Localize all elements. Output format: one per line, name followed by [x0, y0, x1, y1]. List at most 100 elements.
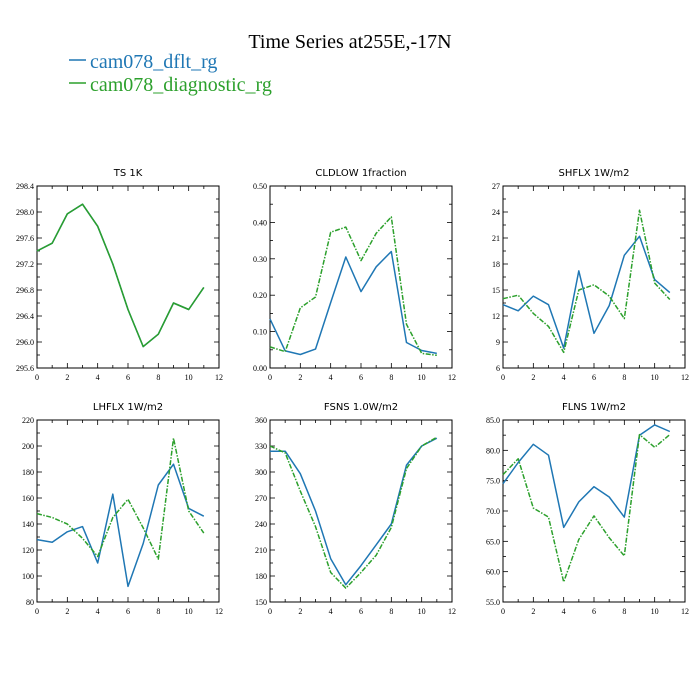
x-tick-label: 0 — [501, 373, 505, 382]
y-tick-label: 75.0 — [486, 477, 500, 486]
x-tick-label: 2 — [531, 373, 535, 382]
y-tick-label: 12 — [492, 312, 500, 321]
series-line-diagnostic — [269, 436, 438, 589]
legend-label-diagnostic: cam078_diagnostic_rg — [90, 74, 272, 96]
series-line-diagnostic — [502, 433, 671, 583]
y-tick-label: 85.0 — [486, 416, 500, 425]
y-tick-label: 21 — [492, 234, 500, 243]
y-tick-label: 15 — [492, 286, 500, 295]
y-tick-label: 296.0 — [16, 338, 34, 347]
y-tick-label: 296.4 — [16, 312, 34, 321]
x-tick-label: 8 — [156, 607, 160, 616]
panel-1: CLDLOW 1fraction 0 2 4 6 8 10 12 0.00 0.10 0.20 0.3… — [253, 168, 456, 382]
y-tick-label: 120 — [22, 546, 34, 555]
x-tick-label: 12 — [215, 607, 223, 616]
x-tick-label: 10 — [418, 373, 426, 382]
y-tick-label: 295.6 — [16, 364, 34, 373]
figure-title: Time Series at255E,-17N — [248, 31, 451, 53]
series-line-dflt — [502, 424, 671, 529]
x-tick-label: 0 — [268, 607, 272, 616]
y-tick-label: 360 — [255, 416, 267, 425]
x-tick-label: 2 — [531, 607, 535, 616]
y-tick-label: 220 — [22, 416, 34, 425]
plot-frame — [502, 185, 686, 369]
y-tick-label: 0.20 — [253, 291, 267, 300]
x-tick-label: 10 — [185, 607, 193, 616]
x-tick-label: 4 — [96, 373, 100, 382]
y-tick-label: 180 — [22, 468, 34, 477]
x-tick-label: 6 — [592, 607, 596, 616]
panel-3: LHFLX 1W/m2 0 2 4 6 8 10 12 80 100 120 140 160 180 200… — [22, 402, 223, 616]
x-tick-label: 0 — [35, 373, 39, 382]
x-tick-label: 6 — [126, 373, 130, 382]
x-tick-label: 8 — [622, 607, 626, 616]
y-tick-label: 24 — [492, 208, 500, 217]
panel-title: LHFLX 1W/m2 — [93, 402, 163, 413]
y-tick-label: 0.10 — [253, 328, 267, 337]
y-tick-label: 297.6 — [16, 234, 34, 243]
panel-title: SHFLX 1W/m2 — [559, 168, 630, 179]
x-tick-label: 6 — [126, 607, 130, 616]
x-tick-label: 8 — [622, 373, 626, 382]
panel-4: FSNS 1.0W/m2 0 2 4 6 8 10 12 150 180 210 240 270 300 3… — [255, 402, 456, 616]
x-tick-label: 0 — [268, 373, 272, 382]
series-line-dflt — [36, 463, 205, 588]
y-tick-label: 0.40 — [253, 218, 267, 227]
series-line-diagnostic — [502, 209, 671, 354]
panel-title: CLDLOW 1fraction — [315, 168, 406, 179]
x-tick-label: 2 — [65, 373, 69, 382]
plot-frame — [36, 185, 220, 369]
x-tick-label: 4 — [562, 607, 566, 616]
y-tick-label: 240 — [255, 520, 267, 529]
panels: TS 1K0 2 4 6 8 10 12295.6296.0296.4296.8297.22… — [16, 168, 689, 616]
panel-title: TS 1K — [113, 168, 143, 179]
x-tick-label: 4 — [329, 607, 333, 616]
panel-5: FLNS 1W/m2 0 2 4 6 8 10 12 55.0 60.0 65.0 70.0 75.0 8… — [486, 402, 689, 616]
x-tick-label: 6 — [592, 373, 596, 382]
y-tick-label: 6 — [496, 364, 500, 373]
x-tick-label: 10 — [651, 607, 659, 616]
series-line-dflt — [269, 250, 437, 356]
x-tick-label: 12 — [681, 373, 689, 382]
y-tick-label: 0.00 — [253, 364, 267, 373]
legend-label-dflt: cam078_dflt_rg — [90, 51, 217, 73]
series-line-diagnostic — [36, 437, 205, 560]
y-tick-label: 80.0 — [486, 446, 500, 455]
x-tick-label: 4 — [562, 373, 566, 382]
y-tick-label: 18 — [492, 260, 500, 269]
y-tick-label: 55.0 — [486, 598, 500, 607]
x-tick-label: 12 — [215, 373, 223, 382]
x-tick-label: 6 — [359, 607, 363, 616]
y-tick-label: 9 — [496, 338, 500, 347]
y-tick-label: 298.0 — [16, 208, 34, 217]
x-tick-label: 2 — [298, 607, 302, 616]
x-tick-label: 12 — [448, 607, 456, 616]
y-tick-label: 300 — [255, 468, 267, 477]
legend: cam078_dflt_rg cam078_diagnostic_rg — [69, 51, 272, 96]
x-tick-label: 10 — [418, 607, 426, 616]
y-tick-label: 180 — [255, 572, 267, 581]
y-tick-label: 60.0 — [486, 568, 500, 577]
plot-frame — [269, 419, 453, 603]
y-tick-label: 200 — [22, 442, 34, 451]
x-tick-label: 0 — [35, 607, 39, 616]
series-line-dflt — [270, 437, 438, 586]
x-tick-label: 10 — [651, 373, 659, 382]
x-tick-label: 4 — [96, 607, 100, 616]
series-line-diagnostic — [36, 203, 205, 348]
x-tick-label: 2 — [298, 373, 302, 382]
y-tick-label: 297.2 — [16, 260, 34, 269]
series-line-dflt — [502, 235, 671, 349]
x-tick-label: 6 — [359, 373, 363, 382]
y-tick-label: 0.50 — [253, 182, 267, 191]
plot-frame — [269, 185, 453, 369]
y-tick-label: 298.4 — [16, 182, 34, 191]
y-tick-label: 140 — [22, 520, 34, 529]
y-tick-label: 160 — [22, 494, 34, 503]
y-tick-label: 210 — [255, 546, 267, 555]
y-tick-label: 0.30 — [253, 255, 267, 264]
y-tick-label: 27 — [492, 182, 500, 191]
y-tick-label: 65.0 — [486, 537, 500, 546]
